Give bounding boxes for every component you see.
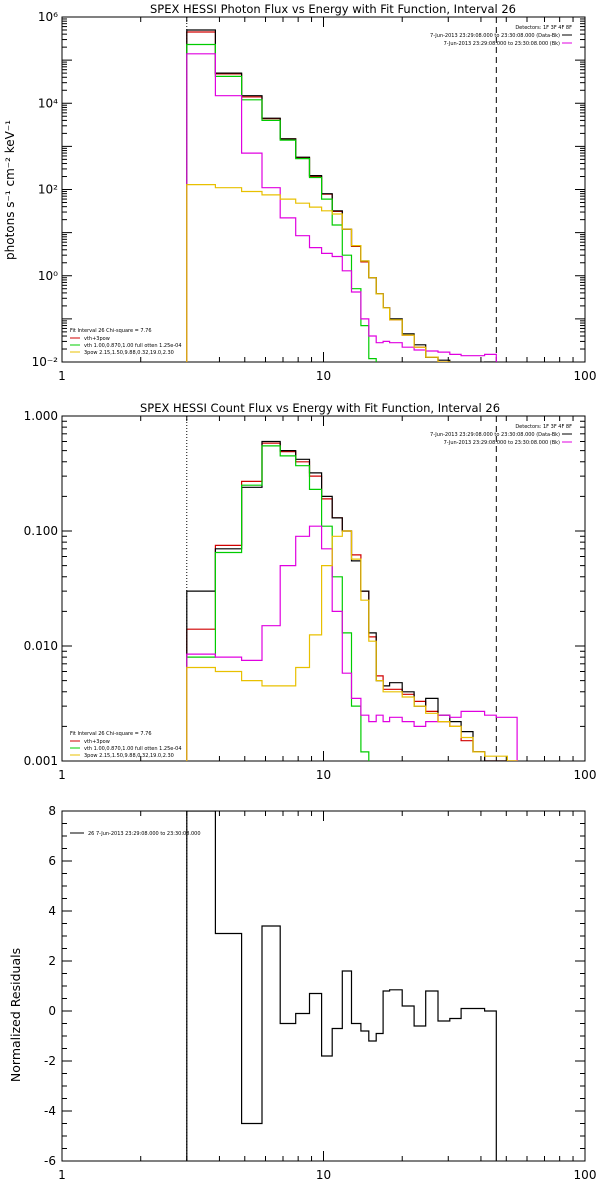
photon-chart-title: SPEX HESSI Photon Flux vs Energy with Fi… <box>150 2 516 16</box>
count-chart-title: SPEX HESSI Count Flux vs Energy with Fit… <box>140 401 500 415</box>
y-tick-label: 10⁶ <box>38 10 58 24</box>
y-tick-label: 10⁻² <box>32 355 59 369</box>
y-tick-label: 8 <box>48 804 56 818</box>
residuals-plot-frame <box>61 810 586 1162</box>
y-tick-label: 0 <box>48 1004 56 1018</box>
photon-series-lines <box>186 17 497 362</box>
x-tick-label: 1 <box>58 369 66 383</box>
y-tick-label: 1.000 <box>24 409 58 423</box>
photon-fit-header: Fit Interval 26 Chi-square = 7.76 <box>70 328 152 334</box>
series-line-data <box>186 29 497 362</box>
photon-fit-line-1: vth+3pow <box>84 336 110 342</box>
x-tick-label: 1 <box>58 768 66 782</box>
count-fit-info: Fit Interval 26 Chi-square = 7.76 vth+3p… <box>70 731 182 759</box>
y-tick-label: 0.001 <box>24 754 58 768</box>
x-tick-label: 100 <box>574 369 597 383</box>
count-axis-ticks: 1 10 100 0.001 0.010 0.100 1.000 <box>24 409 597 782</box>
y-tick-label: 0.100 <box>24 524 58 538</box>
photon-axis-ticks: 1 10 100 10⁻² 10⁰ 10² 10⁴ 10⁶ <box>32 10 597 383</box>
series-line-vth <box>186 445 370 761</box>
y-tick-label: -2 <box>44 1054 56 1068</box>
count-flux-panel: SPEX HESSI Count Flux vs Energy with Fit… <box>24 401 597 782</box>
series-line-26 <box>186 811 497 1161</box>
photon-flux-panel: SPEX HESSI Photon Flux vs Energy with Fi… <box>3 2 597 383</box>
series-line-data <box>186 440 518 761</box>
count-legend: Detectors: 1F 3F 4F 8F 7-Jun-2013 23:29:… <box>430 424 572 446</box>
photon-fit-line-2: vth 1.00,0.870,1.00 full otten 1.25e-04 <box>84 343 182 349</box>
series-line-vth-3pow <box>186 31 451 362</box>
photon-legend-header: Detectors: 1F 3F 4F 8F <box>515 25 572 31</box>
y-tick-label: 4 <box>48 904 56 918</box>
photon-legend: Detectors: 1F 3F 4F 8F 7-Jun-2013 23:29:… <box>430 25 572 47</box>
series-line-bk <box>186 525 518 761</box>
series-line-3pow <box>186 184 451 362</box>
count-plot-frame <box>61 415 586 762</box>
photon-fit-line-3: 3pow 2.15,1.50,9.88,0.32,19.0,2.30 <box>84 350 174 356</box>
y-tick-label: 6 <box>48 854 56 868</box>
count-legend-header: Detectors: 1F 3F 4F 8F <box>515 424 572 430</box>
count-series-lines <box>186 416 518 761</box>
y-tick-label: 2 <box>48 954 56 968</box>
count-fit-header: Fit Interval 26 Chi-square = 7.76 <box>70 731 152 737</box>
y-tick-label: 10² <box>38 183 58 197</box>
photon-plot-frame <box>61 16 586 363</box>
x-tick-label: 10 <box>316 768 331 782</box>
x-tick-label: 100 <box>574 768 597 782</box>
series-line-vth-3pow <box>186 442 518 761</box>
residuals-panel: Normalized Residuals 1 10 100 -6 -4 -2 0 2 4 6 8 2… <box>8 804 596 1182</box>
residuals-y-axis-label: Normalized Residuals <box>8 948 23 1082</box>
y-tick-label: 10⁴ <box>38 96 58 110</box>
x-tick-label: 1 <box>58 1168 66 1182</box>
y-tick-label: -6 <box>44 1154 56 1168</box>
y-tick-label: -4 <box>44 1104 56 1118</box>
x-tick-label: 100 <box>574 1168 597 1182</box>
count-fit-line-1: vth+3pow <box>84 739 110 745</box>
photon-fit-info: Fit Interval 26 Chi-square = 7.76 vth+3p… <box>70 328 182 356</box>
series-line-3pow <box>186 530 518 761</box>
count-legend-line-2: 7-Jun-2013 23:29:08.000 to 23:30:08.000 … <box>444 440 560 446</box>
residuals-axis-ticks: 1 10 100 -6 -4 -2 0 2 4 6 8 <box>44 804 596 1182</box>
y-tick-label: 10⁰ <box>38 269 58 283</box>
count-fit-line-3: 3pow 2.15,1.50,9.88,0.32,19.0,2.30 <box>84 753 174 759</box>
x-tick-label: 10 <box>316 369 331 383</box>
residuals-legend-text: 26 7-Jun-2013 23:29:08.000 to 23:30:08.0… <box>88 831 201 837</box>
y-tick-label: 0.010 <box>24 639 58 653</box>
series-line-bk <box>186 53 497 362</box>
residuals-series-lines <box>186 811 497 1161</box>
series-line-vth <box>186 43 377 362</box>
photon-legend-line-1: 7-Jun-2013 23:29:08.000 to 23:30:08.000 … <box>430 33 560 39</box>
photon-y-axis-label: photons s⁻¹ cm⁻² keV⁻¹ <box>3 120 17 260</box>
x-tick-label: 10 <box>316 1168 331 1182</box>
count-fit-line-2: vth 1.00,0.870,1.00 full otten 1.25e-04 <box>84 746 182 752</box>
count-legend-line-1: 7-Jun-2013 23:29:08.000 to 23:30:08.000 … <box>430 432 560 438</box>
photon-legend-line-2: 7-Jun-2013 23:29:08.000 to 23:30:08.000 … <box>444 41 560 47</box>
